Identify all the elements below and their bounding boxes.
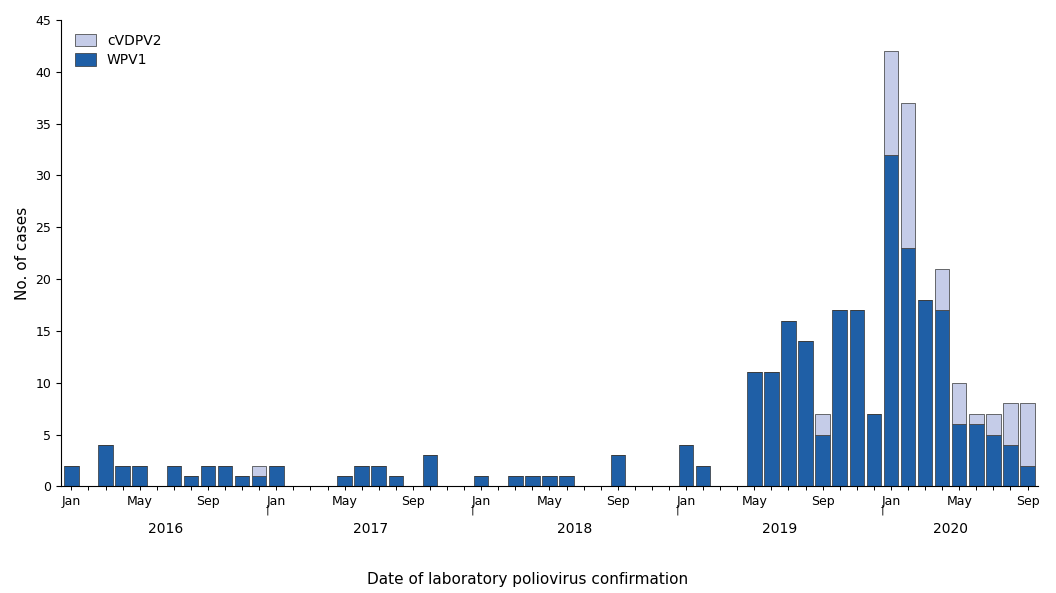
Bar [560,476,573,486]
Text: 2017: 2017 [353,522,388,537]
Bar [542,476,557,486]
Bar [935,269,949,310]
Bar [951,424,966,486]
Bar [798,342,813,486]
Text: 2018: 2018 [558,522,592,537]
Text: 2016: 2016 [148,522,183,537]
Bar [747,372,761,486]
Bar [696,466,711,486]
Bar [252,476,266,486]
Bar [815,435,830,486]
Legend: cVDPV2, WPV1: cVDPV2, WPV1 [68,27,168,74]
Bar [884,155,899,486]
Text: |: | [471,505,474,515]
Bar [679,445,694,486]
Bar [337,476,352,486]
Bar [508,476,523,486]
Bar [901,103,916,248]
Text: 2019: 2019 [762,522,797,537]
Bar [98,445,113,486]
Bar [765,372,778,486]
Bar [969,424,983,486]
Bar [132,466,147,486]
Bar [986,435,1001,486]
Bar [610,455,625,486]
Bar [355,466,369,486]
Bar [1020,403,1035,466]
Bar [252,466,266,476]
Bar [884,51,899,155]
Bar [1020,466,1035,486]
Y-axis label: No. of cases: No. of cases [15,206,30,300]
Bar [474,476,489,486]
Bar [918,300,932,486]
Bar [201,466,215,486]
Bar [951,382,966,424]
Bar [234,476,249,486]
Text: |: | [881,505,884,515]
Bar [781,321,796,486]
Bar [815,414,830,435]
Bar [986,414,1001,435]
Bar [935,310,949,486]
Bar [525,476,540,486]
Bar [422,455,437,486]
Bar [115,466,130,486]
Bar [269,466,284,486]
Bar [372,466,386,486]
Bar [218,466,232,486]
Bar [389,476,403,486]
Bar [184,476,199,486]
Bar [167,466,181,486]
Bar [901,248,916,486]
Bar [969,414,983,424]
Bar [849,310,864,486]
Bar [64,466,78,486]
Bar [867,414,881,486]
Bar [1003,403,1018,445]
Bar [832,310,847,486]
Text: 2020: 2020 [934,522,968,537]
Text: |: | [676,505,679,515]
Text: |: | [266,505,269,515]
Bar [1003,445,1018,486]
Text: Date of laboratory poliovirus confirmation: Date of laboratory poliovirus confirmati… [367,572,689,587]
